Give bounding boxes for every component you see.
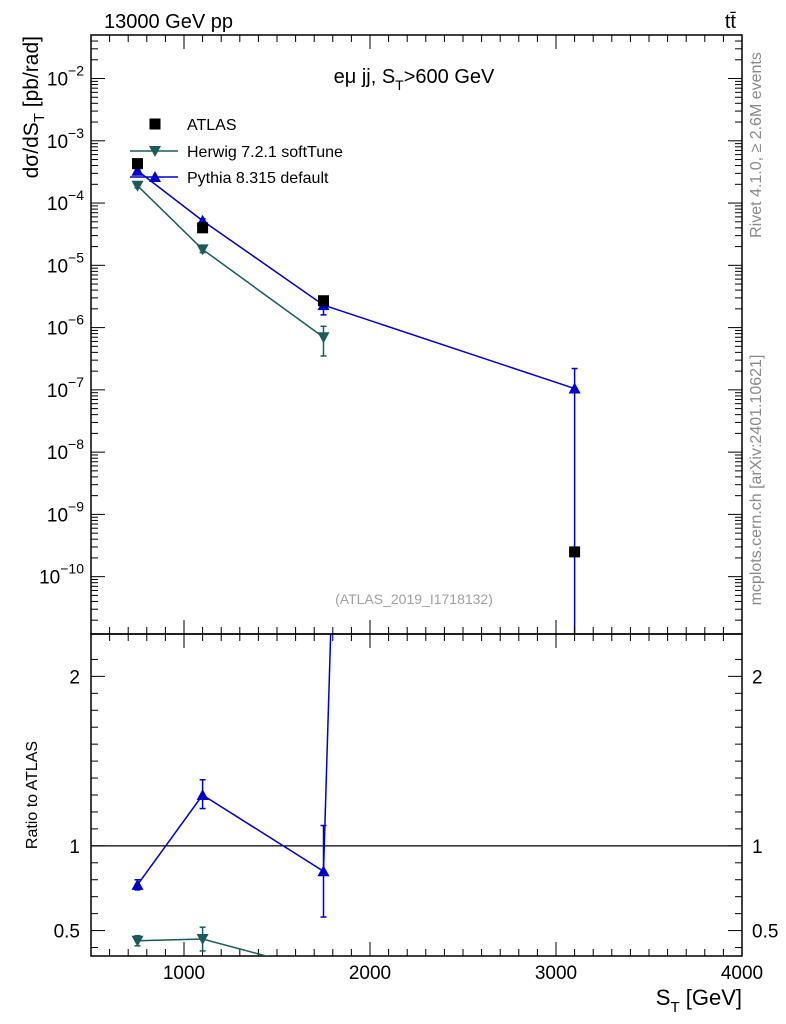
main-plot-panel: 10−10 10−9 10−8 10−7 10−6 10−5 10−4 10−3 10−2dσ/… [20,34,743,635]
ratio-y-tick-label: 1 [69,837,80,858]
ratio-y-tick-label-right: 2 [752,667,763,688]
x-tick-label: 1000 [163,963,205,984]
series-triangle-down [131,926,330,977]
ratio-y-tick-label: 2 [69,667,80,688]
data-point [196,789,209,800]
y-tick-label: 10−9 [47,498,84,526]
ratio-y-tick-label-right: 1 [752,837,763,858]
legend-marker [149,171,161,182]
data-point [197,222,209,234]
y-tick-label: 10−8 [47,436,84,464]
series-square [132,158,581,558]
ratio-y-tick-label-right: 0.5 [752,922,778,943]
ratio-y-tick-label: 0.5 [54,922,80,943]
data-point [569,546,581,558]
analysis-reference: (ATLAS_2019_I1718132) [335,591,493,607]
data-point [131,935,144,947]
data-point [196,934,209,946]
data-point [196,244,209,256]
x-axis-label: ST [GeV] [656,985,742,1016]
data-point [568,382,581,394]
x-tick-label: 3000 [535,963,577,984]
y-tick-label: 10−2 [47,63,84,91]
rivet-watermark: Rivet 4.1.0, ≥ 2.6M events [748,52,765,238]
legend-label: Herwig 7.2.1 softTune [187,144,343,161]
legend-marker [149,118,161,130]
y-tick-label: 10−10 [39,561,84,589]
series-line [137,170,575,390]
data-point [318,295,329,307]
data-point [317,332,330,344]
legend-marker [149,146,161,157]
y-tick-label: 10−4 [47,187,84,215]
data-point [131,164,144,176]
data-point [132,158,143,170]
series-triangle-down [131,180,330,357]
x-tick-label: 4000 [721,963,763,984]
x-tick-label: 2000 [349,963,391,984]
data-point [131,180,144,192]
series-line [136,634,332,886]
y-tick-label: 10−3 [47,125,84,153]
data-point [318,966,330,977]
legend: ATLAS Herwig 7.2.1 softTune Pythia 8.315 d… [130,117,343,187]
data-point [131,878,144,890]
y-axis-label: dσ/dST [pb/rad] [20,36,48,178]
legend-label: Pythia 8.315 default [187,170,329,187]
y-tick-label: 10−7 [47,374,84,402]
process-label: 13000 GeV pp [104,11,233,33]
ratio-frame [90,633,743,957]
mcplots-watermark: mcplots.cern.ch [arXiv:2401.10621] [748,355,765,606]
series-line [136,185,324,338]
y-tick-label: 10−6 [47,312,84,340]
ratio-y-axis-label: Ratio to ATLAS [24,741,41,849]
final-state-label: tt̄ [725,11,737,33]
chart-title: eμ jj, ST>600 GeV [334,66,495,93]
legend-label: ATLAS [187,117,237,134]
series-triangle-up [131,634,332,918]
data-point [317,865,330,877]
y-tick-label: 10−5 [47,249,84,277]
